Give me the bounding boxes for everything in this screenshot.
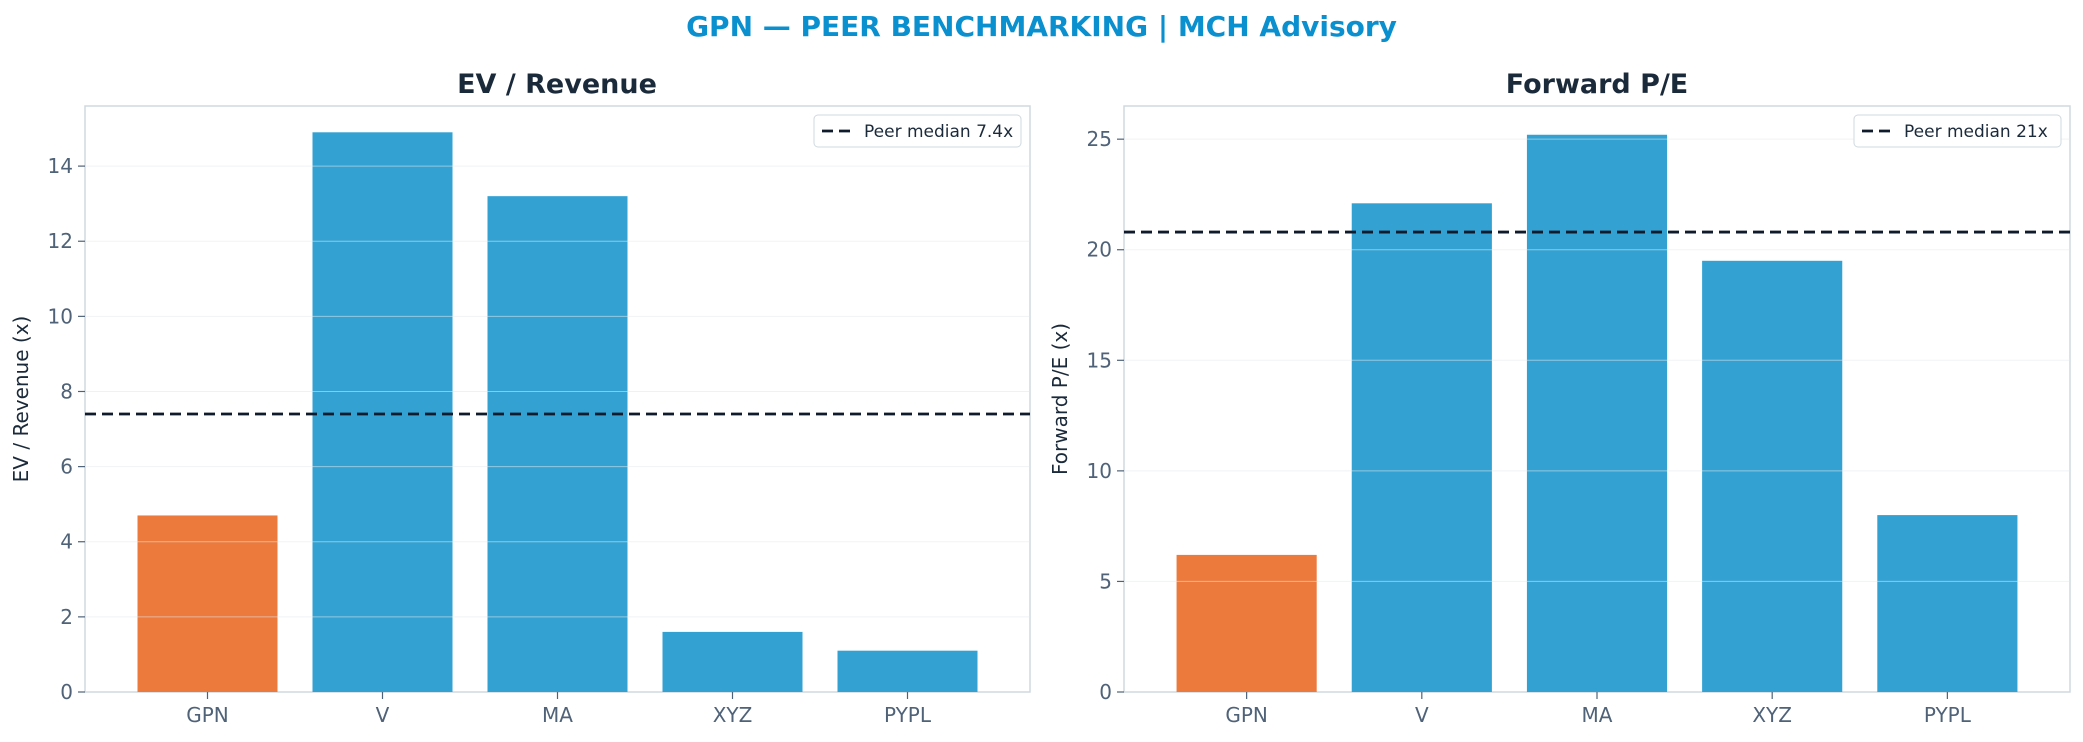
bar-ma [487, 196, 628, 692]
chart-title: EV / Revenue [457, 69, 657, 100]
x-tick-label: V [376, 703, 390, 727]
y-tick-label: 15 [1087, 348, 1112, 372]
x-tick-label: PYPL [1924, 703, 1972, 727]
bar-v [312, 132, 453, 693]
x-tick-label: MA [1582, 703, 1613, 727]
x-tick-label: GPN [1225, 703, 1268, 727]
bar-v [1351, 203, 1492, 693]
y-tick-label: 20 [1087, 238, 1112, 262]
bar-gpn [1176, 554, 1317, 692]
forward-pe-panel: Forward P/E Forward P/E (x) 0 5 10 15 20 25 GPN V… [1048, 69, 2071, 727]
x-tick-label: MA [542, 703, 573, 727]
x-tick-label: GPN [186, 703, 229, 727]
legend-label: Peer median 7.4x [864, 122, 1013, 142]
y-tick-label: 8 [60, 379, 73, 403]
y-tick-label: 25 [1087, 127, 1112, 151]
y-tick-label: 12 [48, 229, 73, 253]
legend-box [813, 114, 1022, 148]
legend-label: Peer median 21x [1904, 122, 2048, 142]
x-tick-label: PYPL [884, 703, 932, 727]
bar-ma [1526, 134, 1668, 692]
chart-title: Forward P/E [1506, 69, 1689, 100]
y-tick-label: 14 [48, 154, 73, 178]
y-tick-label: 0 [1099, 680, 1112, 704]
y-tick-label: 4 [60, 530, 73, 554]
y-axis-label: Forward P/E (x) [1048, 323, 1072, 475]
x-tick-label: V [1415, 703, 1429, 727]
bar-pypl [837, 650, 978, 692]
y-tick-label: 6 [60, 455, 73, 479]
page-title: GPN — PEER BENCHMARKING | MCH Advisory [686, 10, 1397, 43]
y-tick-label: 5 [1099, 569, 1112, 593]
y-axis-label: EV / Revenue (x) [9, 316, 33, 483]
y-tick-label: 2 [60, 605, 73, 629]
ev-revenue-panel: EV / Revenue EV / Revenue (x) 0 2 4 6 8 10 12 14 G… [9, 69, 1031, 727]
x-tick-label: XYZ [713, 703, 753, 727]
bar-xyz [1702, 260, 1843, 692]
bar-pypl [1877, 515, 2018, 692]
y-tick-label: 10 [1087, 459, 1112, 483]
y-tick-label: 0 [60, 680, 73, 704]
x-tick-label: XYZ [1752, 703, 1792, 727]
y-tick-label: 10 [48, 304, 73, 328]
legend-box [1853, 114, 2062, 148]
bar-xyz [662, 631, 803, 692]
bar-gpn [137, 515, 278, 692]
